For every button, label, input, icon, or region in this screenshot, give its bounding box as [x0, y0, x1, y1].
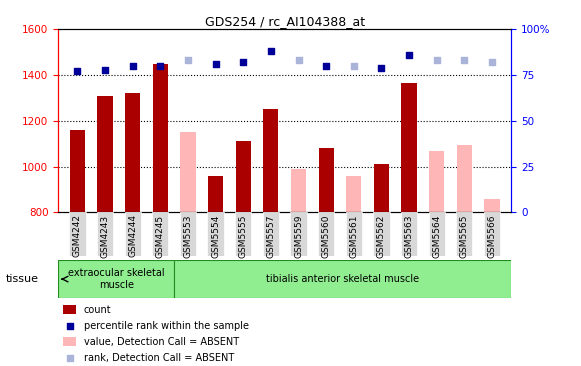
Text: GSM5563: GSM5563 — [404, 214, 414, 258]
Point — [73, 68, 82, 74]
FancyBboxPatch shape — [174, 260, 511, 298]
Point — [65, 323, 74, 329]
Text: GSM5561: GSM5561 — [349, 214, 358, 258]
Text: count: count — [84, 305, 112, 315]
Bar — [429, 212, 445, 256]
Text: GSM5566: GSM5566 — [487, 214, 496, 258]
Point — [404, 52, 414, 58]
Bar — [180, 132, 196, 212]
Text: extraocular skeletal
muscle: extraocular skeletal muscle — [68, 268, 164, 290]
Point — [487, 59, 497, 65]
Bar — [346, 212, 362, 256]
Point — [294, 57, 303, 63]
Point — [239, 59, 248, 65]
Point — [184, 57, 193, 63]
Text: GSM4243: GSM4243 — [101, 214, 110, 258]
Text: GSM4244: GSM4244 — [128, 214, 137, 257]
Bar — [373, 212, 389, 256]
Bar — [456, 212, 472, 256]
Point — [266, 48, 275, 54]
Point — [321, 63, 331, 69]
Point — [156, 63, 165, 69]
Bar — [70, 130, 85, 212]
Text: value, Detection Call = ABSENT: value, Detection Call = ABSENT — [84, 337, 239, 347]
Point — [128, 63, 137, 69]
Bar — [153, 64, 168, 212]
FancyBboxPatch shape — [58, 260, 174, 298]
Bar — [263, 212, 279, 256]
Bar — [457, 145, 472, 212]
Point — [349, 63, 358, 69]
Text: rank, Detection Call = ABSENT: rank, Detection Call = ABSENT — [84, 353, 234, 363]
Bar — [401, 83, 417, 212]
Bar — [180, 212, 196, 256]
Bar — [125, 93, 140, 212]
Text: GSM5564: GSM5564 — [432, 214, 441, 258]
Text: GSM5565: GSM5565 — [460, 214, 469, 258]
Text: GSM5562: GSM5562 — [377, 214, 386, 258]
Text: percentile rank within the sample: percentile rank within the sample — [84, 321, 249, 331]
Title: GDS254 / rc_AI104388_at: GDS254 / rc_AI104388_at — [205, 15, 365, 28]
Bar — [401, 212, 417, 256]
Text: GSM5560: GSM5560 — [322, 214, 331, 258]
Bar — [98, 96, 113, 212]
Bar — [235, 212, 252, 256]
Bar — [263, 109, 278, 212]
Point — [376, 65, 386, 71]
Text: tissue: tissue — [6, 274, 39, 284]
Point — [432, 57, 442, 63]
Point — [101, 67, 110, 72]
Bar — [318, 148, 333, 212]
Bar — [208, 176, 223, 212]
Bar — [429, 150, 444, 212]
Bar — [374, 164, 389, 212]
Bar — [124, 212, 141, 256]
Text: GSM5554: GSM5554 — [211, 214, 220, 258]
Text: GSM5559: GSM5559 — [294, 214, 303, 258]
Text: GSM5557: GSM5557 — [266, 214, 275, 258]
Bar — [290, 212, 307, 256]
Text: GSM5553: GSM5553 — [184, 214, 192, 258]
Bar — [346, 176, 361, 212]
Bar — [484, 212, 500, 256]
Text: GSM4245: GSM4245 — [156, 214, 165, 258]
Bar — [152, 212, 168, 256]
Bar — [291, 169, 306, 212]
Bar — [69, 212, 85, 256]
Bar — [318, 212, 334, 256]
Bar — [485, 198, 500, 212]
Text: tibialis anterior skeletal muscle: tibialis anterior skeletal muscle — [266, 274, 419, 284]
Bar — [97, 212, 113, 256]
Bar — [63, 337, 76, 347]
Bar — [207, 212, 224, 256]
Text: GSM5555: GSM5555 — [239, 214, 248, 258]
Point — [65, 355, 74, 361]
Text: GSM4242: GSM4242 — [73, 214, 82, 257]
Bar — [236, 141, 251, 212]
Point — [211, 61, 220, 67]
Point — [460, 57, 469, 63]
Bar — [63, 306, 76, 314]
